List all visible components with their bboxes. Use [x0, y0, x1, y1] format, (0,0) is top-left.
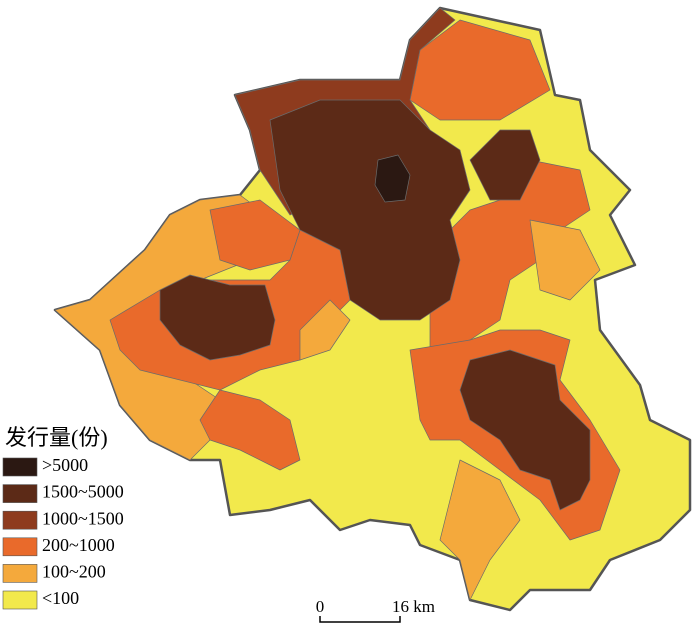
- region: [209, 199, 301, 271]
- map-regions: [53, 6, 692, 612]
- region: [299, 299, 351, 361]
- legend-label: 1000~1500: [42, 508, 124, 528]
- legend-label: >5000: [42, 455, 88, 475]
- legend-label: 200~1000: [42, 535, 115, 555]
- scale-bar: 0 16 km: [316, 597, 435, 623]
- legend-label: 1500~5000: [42, 482, 124, 502]
- scale-line: [319, 616, 401, 623]
- region: [374, 154, 411, 203]
- legend: >5000 1500~5000 1000~1500 200~1000 100~200 <1…: [2, 455, 124, 610]
- scale-end: 16 km: [392, 597, 435, 616]
- region: [529, 219, 601, 301]
- region: [459, 349, 591, 511]
- region: [269, 99, 471, 321]
- region: [439, 459, 521, 601]
- legend-label: 100~200: [42, 562, 106, 582]
- legend-swatch: [2, 537, 38, 557]
- legend-label: <100: [42, 588, 79, 608]
- legend-swatch: [2, 484, 38, 503]
- legend-swatch: [2, 590, 38, 610]
- legend-swatch: [2, 510, 38, 530]
- region: [469, 129, 541, 201]
- region: [409, 19, 551, 121]
- legend-title: 发行量(份): [5, 425, 108, 450]
- legend-swatch: [2, 564, 38, 583]
- scale-start: 0: [316, 597, 325, 616]
- legend-swatch: [2, 457, 38, 477]
- region: [159, 274, 276, 361]
